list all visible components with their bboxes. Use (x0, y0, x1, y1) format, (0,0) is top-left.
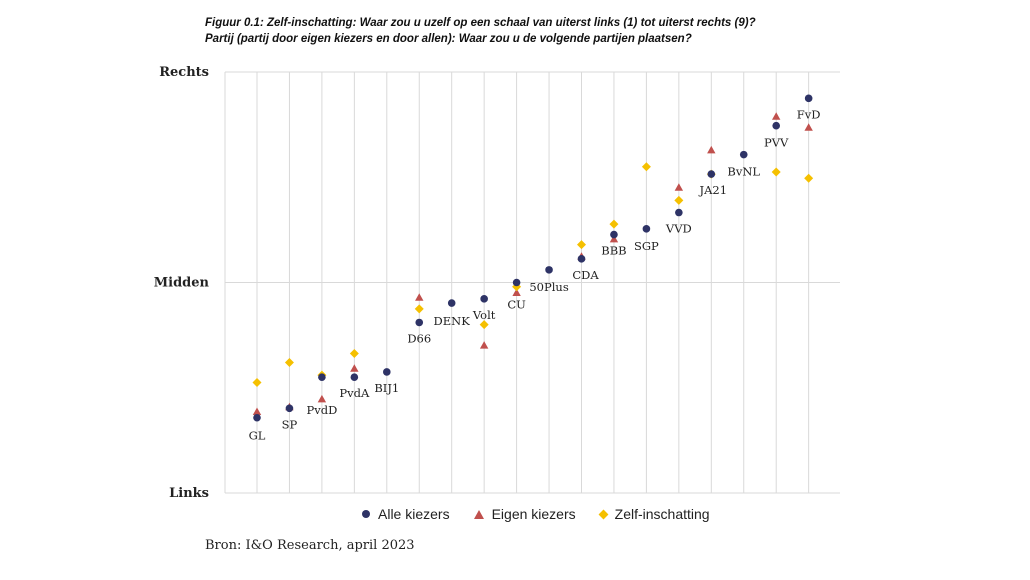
point-zelf-fvd (804, 173, 814, 183)
point-zelf-pvv (771, 167, 781, 177)
legend: Alle kiezers Eigen kiezers Zelf-inschatt… (362, 506, 710, 522)
point-eigen-fvd (804, 123, 813, 131)
point-zelf-gl (252, 377, 262, 387)
point-alle-sp (285, 404, 294, 413)
point-label-vvd: VVD (665, 222, 692, 236)
point-label-pvdd: PvdD (306, 403, 337, 417)
point-alle-sgp (642, 225, 651, 233)
point-zelf-pvda (349, 349, 359, 359)
point-label-pvda: PvdA (339, 386, 370, 400)
chart-title-line-1: Figuur 0.1: Zelf-inschatting: Waar zou u… (205, 17, 756, 29)
legend-item-zelf: Zelf-inschatting (598, 506, 710, 522)
point-label-volt: Volt (472, 308, 496, 322)
point-label-d66: D66 (407, 331, 431, 345)
point-alle-fvd (804, 94, 813, 103)
point-alle-pvv (772, 121, 780, 130)
point-alle-pvda (350, 373, 359, 382)
y-tick-label-midden: Midden (154, 276, 210, 291)
point-alle-gl (253, 413, 261, 422)
circle-marker-icon (362, 510, 370, 518)
legend-label-zelf: Zelf-inschatting (614, 506, 710, 522)
point-label-bbb: BBB (601, 244, 626, 258)
chart-title: Figuur 0.1: Zelf-inschatting: Waar zou u… (205, 15, 905, 47)
legend-label-eigen: Eigen kiezers (491, 506, 576, 522)
point-eigen-cu (512, 288, 521, 297)
point-label-fvd: FvD (797, 107, 821, 121)
point-alle-cda (577, 255, 586, 263)
point-zelf-d66 (414, 304, 424, 314)
point-label-50plus: 50Plus (529, 280, 568, 294)
data-marks (252, 94, 814, 422)
y-tick-label-links: Links (169, 486, 209, 501)
legend-item-alle: Alle kiezers (362, 506, 450, 522)
point-alle-cu (512, 278, 521, 287)
point-zelf-vvd (674, 195, 684, 205)
point-eigen-pvdd (317, 394, 327, 403)
point-alle-bvnl (739, 150, 748, 159)
point-zelf-volt (479, 320, 489, 330)
point-eigen-pvv (772, 112, 781, 120)
diamond-marker-icon (598, 509, 609, 519)
chart-title-line-2: Partij (partij door eigen kiezers en doo… (205, 33, 692, 45)
point-alle-pvdd (318, 373, 326, 382)
point-alle-bbb (610, 230, 618, 239)
triangle-marker-icon (473, 509, 484, 519)
point-label-cda: CDA (572, 268, 599, 282)
point-zelf-sgp (641, 162, 651, 172)
point-label-bvnl: BvNL (727, 165, 760, 179)
point-eigen-bbb (609, 234, 619, 243)
point-alle-vvd (675, 208, 683, 217)
point-zelf-bbb (609, 219, 619, 229)
point-eigen-pvda (350, 364, 359, 372)
point-eigen-volt (479, 341, 489, 349)
gridlines (224, 71, 840, 494)
point-eigen-gl (252, 407, 262, 415)
point-label-gl: GL (249, 429, 266, 443)
point-label-denk: DENK (434, 314, 471, 328)
point-alle-bij1 (383, 368, 391, 376)
point-label-sgp: SGP (634, 239, 659, 253)
point-label-bij1: BIJ1 (374, 381, 399, 395)
point-label-cu: CU (507, 298, 526, 312)
legend-label-alle: Alle kiezers (378, 506, 450, 522)
point-alle-denk (447, 299, 456, 307)
legend-item-eigen: Eigen kiezers (473, 506, 576, 522)
point-zelf-cda (577, 240, 586, 250)
point-alle-volt (480, 295, 488, 303)
point-label-pvv: PVV (764, 136, 789, 150)
point-eigen-ja21 (707, 145, 716, 154)
point-label-sp: SP (282, 417, 298, 431)
point-alle-ja21 (707, 170, 716, 178)
point-alle-50plus (545, 266, 553, 274)
point-label-ja21: JA21 (699, 183, 728, 197)
point-eigen-vvd (674, 183, 684, 191)
point-zelf-sp (284, 357, 294, 367)
y-tick-label-rechts: Rechts (159, 65, 209, 80)
point-eigen-d66 (415, 293, 424, 301)
source-note: Bron: I&O Research, april 2023 (205, 538, 415, 553)
point-alle-d66 (415, 318, 424, 327)
y-axis: Links Midden Rechts (154, 65, 210, 501)
